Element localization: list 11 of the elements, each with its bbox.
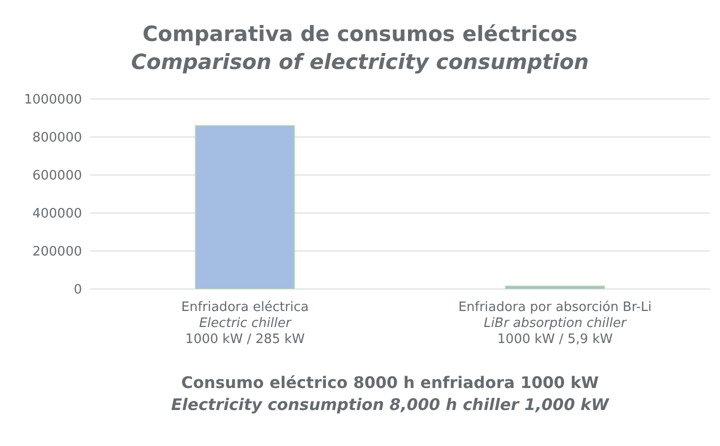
y-tick-label: 0	[74, 282, 82, 298]
y-tick-label: 600000	[32, 168, 82, 184]
y-tick-label: 1000000	[24, 92, 82, 108]
y-tick-label: 200000	[32, 244, 82, 260]
x-tick-label: Enfriadora eléctrica Electric chiller 1000 kW / 285 kW	[181, 300, 309, 347]
y-tick-label: 400000	[32, 206, 82, 222]
y-tick-label: 800000	[32, 130, 82, 146]
x-tick-label: Enfriadora por absorción Br-Li LiBr absorption chiller 1000 kW / 5,9 kW	[458, 300, 652, 347]
x-axis-title: Consumo eléctrico 8000 h enfriadora 1000 kW Electricity consumption 8,000 h chiller 1,000 kW	[170, 373, 610, 414]
chart-title: Comparativa de consumos eléctricos	[142, 22, 578, 46]
chart-subtitle: Comparison of electricity consumption	[130, 50, 590, 74]
